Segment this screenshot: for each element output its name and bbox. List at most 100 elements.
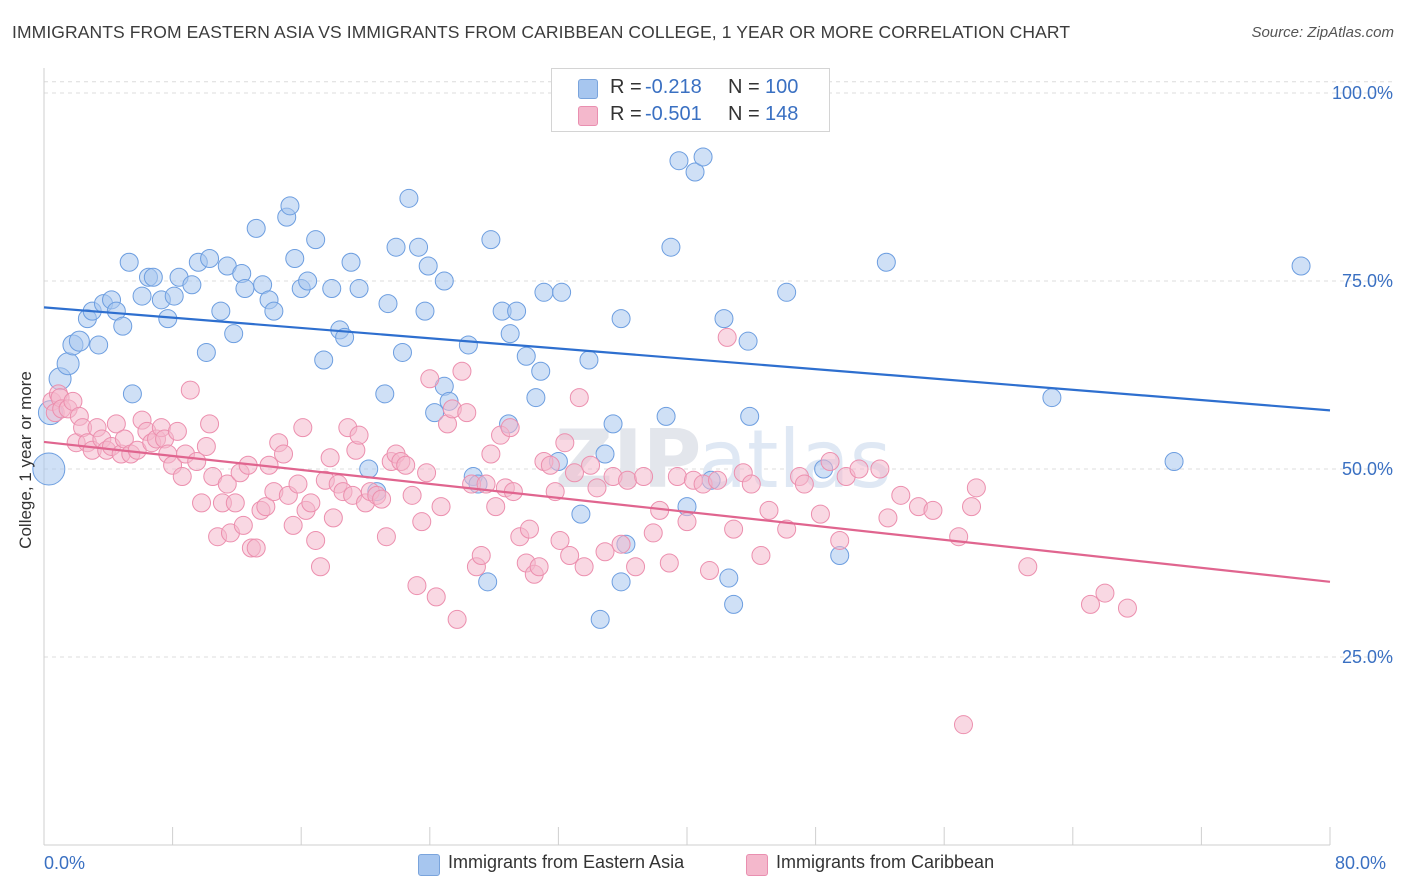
data-point <box>618 470 638 490</box>
data-point <box>478 572 498 592</box>
data-point <box>402 485 422 505</box>
data-point <box>626 557 646 577</box>
data-point <box>298 271 318 291</box>
y-tick-labels: 25.0% 50.0% 75.0% 100.0% <box>1332 83 1393 667</box>
data-point <box>196 342 216 362</box>
data-point <box>891 485 911 505</box>
data-point <box>431 497 451 517</box>
data-point <box>486 497 506 517</box>
data-point <box>1095 583 1115 603</box>
data-point <box>378 294 398 314</box>
data-point <box>693 147 713 167</box>
data-point <box>540 455 560 475</box>
data-point <box>507 301 527 321</box>
data-point <box>211 301 231 321</box>
data-point <box>359 459 379 479</box>
data-point <box>552 282 572 302</box>
data-point <box>415 301 435 321</box>
data-point <box>235 279 255 299</box>
data-point <box>143 267 163 287</box>
data-point <box>56 352 80 376</box>
data-point <box>830 530 850 550</box>
data-point <box>1042 388 1062 408</box>
legend-r-value: -0.218 <box>645 76 702 98</box>
data-point <box>407 576 427 596</box>
data-point <box>1080 594 1100 614</box>
data-point <box>661 237 681 257</box>
data-point <box>386 237 406 257</box>
legend-swatch-pink <box>746 854 768 876</box>
data-point <box>288 474 308 494</box>
data-point <box>500 324 520 344</box>
correlation-legend: R = -0.218 N = 100 R = -0.501 N = 148 <box>551 68 830 132</box>
data-point <box>434 271 454 291</box>
data-point <box>106 414 126 434</box>
x-min-label: 0.0% <box>44 853 86 873</box>
data-point <box>409 237 429 257</box>
data-point <box>225 493 245 513</box>
data-point <box>280 196 300 216</box>
data-point <box>349 279 369 299</box>
data-point <box>560 545 580 565</box>
data-point <box>283 515 303 535</box>
source-label: Source: ZipAtlas.com <box>1251 24 1394 41</box>
data-point <box>595 444 615 464</box>
legend-r-value: -0.501 <box>645 103 702 125</box>
y-tick-label: 25.0% <box>1342 647 1393 667</box>
data-point <box>417 463 437 483</box>
legend-swatch-blue <box>578 79 598 99</box>
data-point <box>322 279 342 299</box>
data-point <box>759 500 779 520</box>
series-eastern-asia <box>32 147 1311 629</box>
y-axis-label-wrap: College, 1 year or more <box>6 290 46 630</box>
data-point <box>418 256 438 276</box>
data-point <box>167 421 187 441</box>
data-point <box>233 515 253 535</box>
data-point <box>751 545 771 565</box>
data-point <box>587 478 607 498</box>
data-point <box>724 594 744 614</box>
y-tick-label: 50.0% <box>1342 459 1393 479</box>
data-point <box>447 609 467 629</box>
data-point <box>777 519 797 539</box>
data-point <box>164 286 184 306</box>
data-point <box>700 561 720 581</box>
data-point <box>777 282 797 302</box>
data-point <box>717 327 737 347</box>
data-point <box>285 248 305 268</box>
data-point <box>677 512 697 532</box>
data-point <box>667 467 687 487</box>
data-point <box>1117 598 1137 618</box>
data-point <box>550 530 570 550</box>
data-point <box>714 309 734 329</box>
y-tick-label: 75.0% <box>1342 271 1393 291</box>
legend-r-label: R = <box>610 103 642 125</box>
data-point <box>399 188 419 208</box>
y-tick-label: 100.0% <box>1332 83 1393 103</box>
data-point <box>741 474 761 494</box>
legend-swatch-blue <box>418 854 440 876</box>
data-point <box>500 418 520 438</box>
data-point <box>246 538 266 558</box>
data-point <box>32 452 66 486</box>
data-point <box>458 335 478 355</box>
data-point <box>849 459 869 479</box>
data-point <box>182 275 202 295</box>
data-point <box>962 497 982 517</box>
data-point <box>878 508 898 528</box>
data-point <box>534 282 554 302</box>
data-point <box>555 433 575 453</box>
data-point <box>89 335 109 355</box>
data-point <box>293 418 313 438</box>
data-point <box>574 557 594 577</box>
data-point <box>1291 256 1311 276</box>
data-point <box>876 252 896 272</box>
data-point <box>196 436 216 456</box>
data-point <box>426 587 446 607</box>
data-point <box>192 493 212 513</box>
data-point <box>68 330 90 352</box>
legend-n-value: 100 <box>765 76 799 98</box>
legend-label-eastern-asia: Immigrants from Eastern Asia <box>448 852 685 872</box>
data-point <box>659 553 679 573</box>
data-point <box>590 609 610 629</box>
